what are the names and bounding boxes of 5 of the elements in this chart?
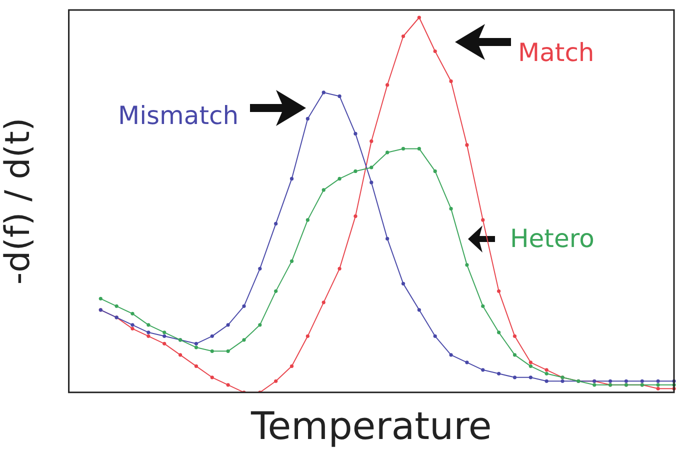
x-axis-title: Temperature (250, 404, 492, 448)
y-axis-title: -d(f) / d(t) (0, 118, 38, 285)
text: Match (518, 38, 594, 67)
series-label: Hetero (510, 224, 594, 253)
text: Mismatch (118, 101, 239, 130)
